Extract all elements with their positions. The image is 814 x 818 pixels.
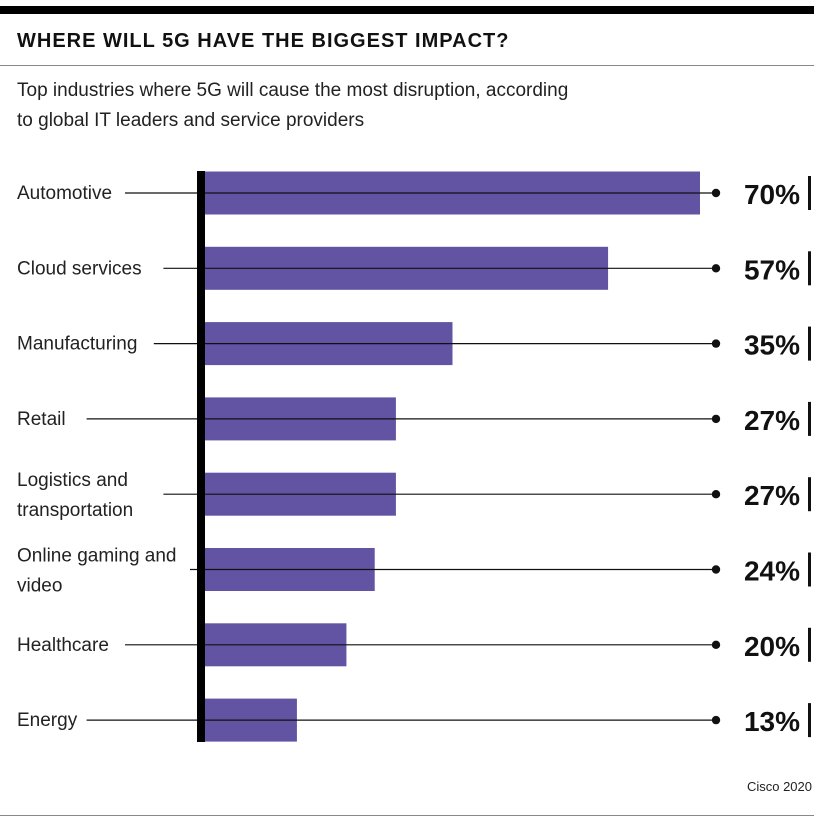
value-tick [808, 326, 811, 361]
category-label: Manufacturing [17, 334, 137, 355]
value-dot [711, 490, 721, 499]
chart-title: WHERE WILL 5G HAVE THE BIGGEST IMPACT? [17, 30, 510, 52]
category-label: Cloud services [17, 258, 142, 279]
value-dot [711, 640, 721, 649]
value-tick [808, 251, 811, 286]
title-divider [0, 65, 814, 66]
value-label: 57% [744, 254, 800, 285]
chart-subtitle: Top industries where 5G will cause the m… [17, 80, 569, 131]
value-tick [808, 552, 811, 587]
value-label: 70% [744, 179, 800, 210]
source-credit: Cisco 2020 [746, 779, 812, 794]
value-label: 13% [744, 706, 800, 737]
category-label: Retail [17, 409, 66, 430]
value-dot [711, 715, 721, 725]
value-tick [808, 477, 811, 512]
value-label: 20% [744, 631, 800, 662]
value-label: 27% [744, 480, 800, 511]
value-label: 35% [744, 330, 800, 361]
top-rule [0, 6, 814, 14]
value-dot [711, 188, 721, 198]
category-label: Energy [17, 710, 78, 731]
bottom-rule [0, 815, 814, 816]
category-label: Online gaming and video [17, 546, 177, 597]
value-dot [711, 264, 721, 273]
value-dot [711, 414, 721, 424]
value-tick [808, 703, 811, 738]
category-label: Healthcare [17, 635, 109, 656]
value-label: 27% [744, 405, 800, 436]
value-dot [711, 565, 721, 574]
value-dot [711, 339, 721, 348]
category-label: Automotive [17, 183, 112, 204]
value-tick [808, 401, 811, 436]
axis-baseline [197, 171, 205, 742]
value-tick [808, 627, 811, 662]
value-tick [808, 176, 811, 210]
category-label: Logistics and transportation [17, 470, 133, 521]
value-label: 24% [744, 556, 800, 587]
